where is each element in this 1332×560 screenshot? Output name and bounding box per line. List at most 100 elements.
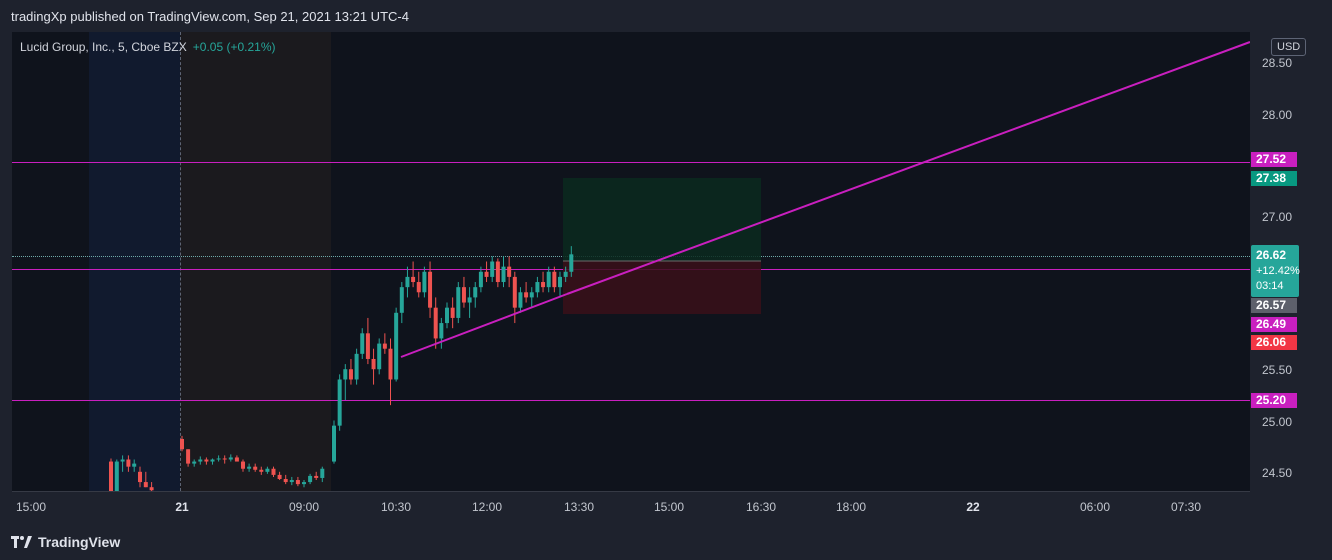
candle-body [512,276,517,308]
candle-body [563,271,568,277]
candle-body [382,343,387,349]
candle-body [120,459,125,462]
time-tick: 16:30 [745,500,777,514]
candle-body [399,287,404,313]
publish-info: tradingXp published on TradingView.com, … [11,9,409,24]
price-tick: 25.00 [1262,415,1293,429]
time-tick: 12:00 [471,500,503,514]
price-tick: 25.50 [1262,363,1293,377]
candle-body [569,254,574,272]
candle-body [247,466,252,469]
current-price-badge: 26.62 +12.42% 03:14 [1251,245,1300,297]
candle-body [428,271,433,308]
candle-body [308,475,313,483]
tradingview-logo-icon [11,536,32,548]
candle-body [277,474,282,479]
candle-body [253,466,258,470]
candle-body [314,475,319,478]
candle-body [265,468,270,472]
candle-body [222,458,227,460]
candle-body [354,353,359,380]
candle-body [541,282,546,288]
tradingview-logo[interactable]: TradingView [11,534,120,550]
time-tick: 07:30 [1170,500,1202,514]
candle-body [558,276,562,288]
time-tick: 09:00 [288,500,320,514]
candle-body [450,307,455,318]
footer: TradingView [0,522,1332,560]
candle-body [180,438,184,450]
candle-body [433,307,438,339]
candle-body [535,282,540,293]
candle-body [126,459,131,467]
candle-body [143,482,148,488]
candle-body [138,471,142,483]
candle-body [302,482,306,485]
candle-body [216,458,221,460]
time-tick: 21 [175,500,189,514]
candle-body [204,459,209,462]
label-prev: 26.57 [1251,298,1297,313]
label-line-lower: 25.20 [1251,393,1297,408]
trendline-short[interactable] [400,293,568,358]
trendline-long[interactable] [566,41,1250,295]
time-tick: 06:00 [1079,500,1111,514]
label-target: 27.38 [1251,171,1297,186]
position-target-zone[interactable] [563,178,761,261]
symbol-legend[interactable]: Lucid Group, Inc., 5, Cboe BZX +0.05 (+0.… [20,40,276,54]
candle-body [371,358,376,370]
candle-body [289,480,294,483]
current-price: 26.62 [1256,248,1287,262]
candle-body [439,323,444,339]
candle-body [524,292,529,298]
time-axis[interactable]: 15:00 21 09:00 10:30 12:00 13:30 15:00 1… [12,491,1250,522]
candle-body [467,297,472,303]
candle-body [456,287,461,318]
hline-27-52[interactable] [12,162,1250,163]
candle-body [295,480,300,485]
candle-body [422,271,427,293]
hline-25-20[interactable] [12,400,1250,401]
premarket-session-shade [89,32,180,491]
candle-body [132,463,137,467]
time-tick: 15:00 [15,500,47,514]
candle-body [234,457,239,462]
candle-body [228,457,233,460]
position-stop-zone[interactable] [563,261,761,314]
candle-body [529,292,534,298]
candle-body [114,461,119,491]
candle-body [360,333,365,354]
candle-body [507,266,512,277]
price-tick: 28.50 [1262,56,1293,70]
candle-body [495,261,500,283]
time-tick: 22 [966,500,980,514]
time-tick: 13:30 [563,500,595,514]
candle-body [192,461,197,464]
candle-body [271,468,276,475]
label-line-upper: 27.52 [1251,152,1297,167]
price-axis[interactable]: USD 28.50 28.00 27.00 25.50 25.00 24.50 … [1250,32,1332,491]
time-tick: 18:00 [835,500,867,514]
candle-body [445,307,449,324]
price-chart[interactable] [12,32,1250,491]
price-tick: 24.50 [1262,466,1293,480]
candle-body [546,271,551,288]
candle-body [490,261,495,277]
current-change: +12.42% [1256,265,1300,277]
currency-button[interactable]: USD [1271,38,1307,56]
time-tick: 10:30 [380,500,412,514]
extended-session-shade [180,32,331,491]
candle-body [405,276,410,288]
price-tick: 28.00 [1262,108,1293,122]
candle-body [473,287,478,298]
price-tick: 27.00 [1262,210,1293,224]
candles-group [109,246,574,491]
candle-body [198,459,203,462]
candle-body [478,271,483,288]
candle-body [186,449,191,464]
chart-pane[interactable]: Lucid Group, Inc., 5, Cboe BZX +0.05 (+0.… [12,32,1250,491]
candle-body [518,292,523,308]
candle-body [320,468,325,478]
day-separator [180,32,181,491]
candle-body [484,271,489,277]
